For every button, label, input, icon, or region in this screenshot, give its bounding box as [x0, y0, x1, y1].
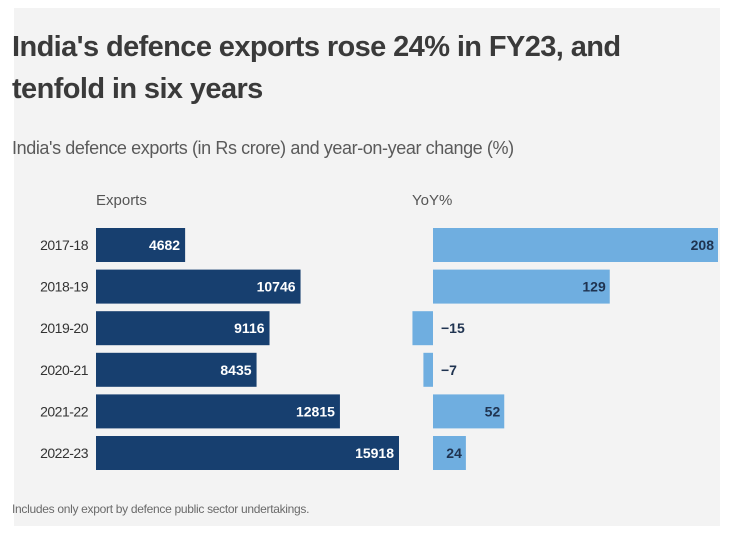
exports-value-label: 10746	[257, 279, 296, 295]
yoy-bar	[412, 311, 433, 346]
category-label: 2017-18	[40, 237, 89, 253]
yoy-value-label: −7	[441, 362, 457, 378]
category-label: 2022-23	[40, 445, 89, 461]
yoy-value-label: 208	[691, 237, 715, 253]
exports-bar	[96, 436, 399, 470]
exports-bar	[96, 228, 186, 262]
category-label: 2018-19	[40, 279, 89, 295]
chart-title: India's defence exports rose 24% in FY23…	[12, 31, 621, 105]
exports-value-label: 9116	[234, 320, 265, 336]
exports-bar	[96, 394, 340, 429]
yoy-bar	[433, 269, 610, 304]
yoy-value-label: 129	[582, 279, 606, 295]
exports-value-label: 12815	[296, 403, 335, 419]
exports-header: Exports	[96, 192, 147, 209]
footnote: Includes only export by defence public s…	[12, 502, 310, 516]
category-label: 2020-21	[40, 362, 89, 378]
exports-bar	[96, 269, 301, 304]
yoy-bar	[433, 228, 718, 262]
yoy-bar	[433, 436, 466, 470]
exports-value-label: 8435	[220, 362, 251, 378]
category-label: 2021-22	[40, 403, 89, 419]
exports-bar	[96, 352, 257, 387]
chart-subtitle: India's defence exports (in Rs crore) an…	[12, 138, 514, 158]
yoy-value-label: 52	[485, 403, 501, 419]
exports-bar	[96, 311, 270, 346]
exports-value-label: 4682	[149, 237, 180, 253]
exports-value-label: 15918	[355, 445, 394, 461]
yoy-value-label: −15	[441, 320, 465, 336]
yoy-bar	[433, 394, 505, 429]
yoy-bar	[423, 352, 433, 387]
yoy-value-label: 24	[446, 445, 462, 461]
category-label: 2019-20	[40, 320, 89, 336]
yoy-header: YoY%	[412, 192, 452, 209]
